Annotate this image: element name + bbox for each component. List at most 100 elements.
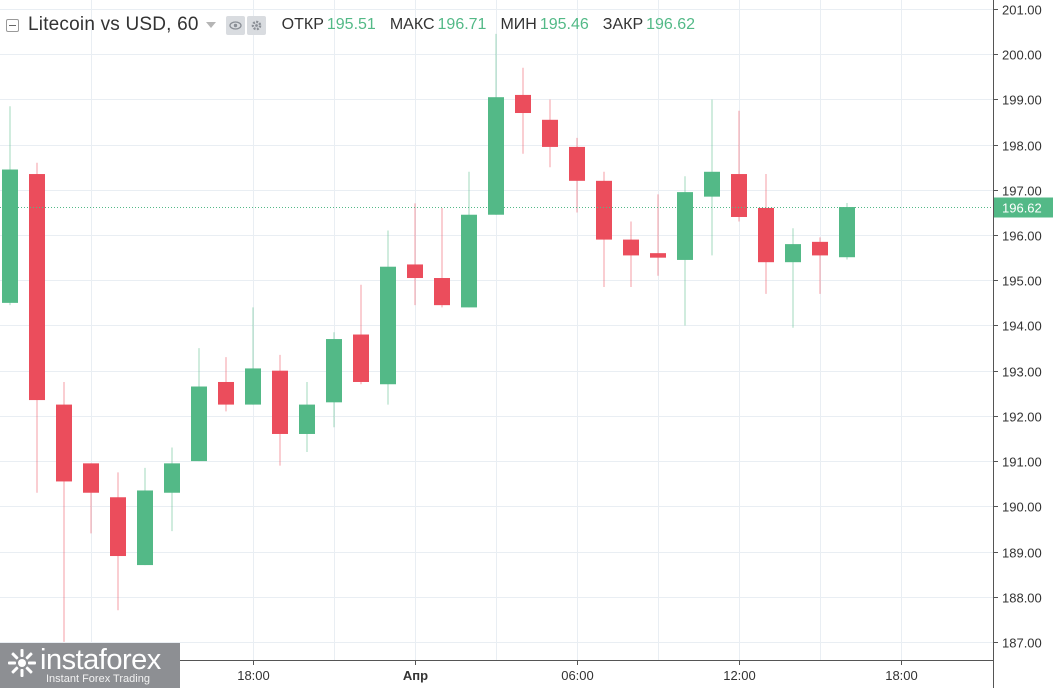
candle-body — [110, 497, 126, 557]
candle-up[interactable] — [137, 467, 153, 566]
candle-body — [650, 253, 666, 258]
candle-up[interactable] — [461, 171, 477, 308]
candle-up[interactable] — [299, 381, 315, 453]
x-tick-label: 06:00 — [561, 668, 594, 683]
candle-down[interactable] — [569, 137, 585, 213]
candle-body — [137, 490, 153, 566]
candle-up[interactable] — [164, 447, 180, 532]
low-value: 195.46 — [539, 16, 589, 33]
candle-up[interactable] — [677, 176, 693, 326]
candle-body — [434, 278, 450, 306]
candle-body — [326, 339, 342, 403]
candle-body — [461, 214, 477, 308]
candle-body — [488, 97, 504, 215]
candle-down[interactable] — [596, 171, 612, 288]
candle-body — [569, 146, 585, 181]
candle-body — [515, 94, 531, 114]
eye-icon[interactable] — [225, 15, 245, 35]
y-tick-label: 190.00 — [1002, 500, 1042, 515]
candle-down[interactable] — [83, 463, 99, 534]
candle-down[interactable] — [218, 357, 234, 412]
open-value: 195.51 — [326, 16, 376, 33]
gear-icon[interactable] — [246, 15, 266, 35]
candle-body — [704, 171, 720, 197]
candle-down[interactable] — [623, 221, 639, 288]
y-tick-label: 199.00 — [1002, 93, 1042, 108]
candle-body — [677, 192, 693, 260]
candle-body — [839, 207, 855, 258]
y-tick-label: 194.00 — [1002, 319, 1042, 334]
x-tick-label: Апр — [403, 668, 428, 683]
candle-body — [299, 404, 315, 434]
y-tick-label: 189.00 — [1002, 546, 1042, 561]
candle-body — [2, 169, 18, 303]
close-value: 196.62 — [646, 16, 696, 33]
candle-body — [623, 239, 639, 256]
candle-up[interactable] — [704, 99, 720, 256]
candle-body — [380, 266, 396, 385]
y-tick-label: 201.00 — [1002, 3, 1042, 18]
y-tick-label: 198.00 — [1002, 139, 1042, 154]
candle-up[interactable] — [245, 307, 261, 405]
y-tick-label: 195.00 — [1002, 274, 1042, 289]
watermark: instaforex Instant Forex Trading — [0, 643, 180, 688]
candle-down[interactable] — [110, 472, 126, 611]
y-tick-label: 196.00 — [1002, 229, 1042, 244]
candle-down[interactable] — [272, 354, 288, 466]
y-tick-label: 197.00 — [1002, 184, 1042, 199]
candle-body — [407, 264, 423, 279]
candle-body — [731, 174, 747, 217]
y-tick-label: 188.00 — [1002, 591, 1042, 606]
candle-down[interactable] — [56, 381, 72, 642]
candle-body — [758, 207, 774, 263]
candle-down[interactable] — [29, 162, 45, 493]
candle-body — [596, 180, 612, 240]
candle-body — [56, 404, 72, 482]
candle-body — [29, 174, 45, 401]
candle-body — [218, 381, 234, 405]
brand-logo-icon — [8, 649, 36, 677]
low-label: МИН — [500, 16, 537, 33]
y-tick-label: 191.00 — [1002, 455, 1042, 470]
candle-body — [812, 241, 828, 256]
watermark-brand: instaforex — [40, 644, 161, 676]
candle-body — [83, 463, 99, 493]
candle-up[interactable] — [380, 230, 396, 405]
candle-down[interactable] — [515, 67, 531, 154]
candle-up[interactable] — [839, 202, 855, 260]
candle-down[interactable] — [758, 174, 774, 294]
close-label: ЗАКР — [602, 16, 644, 33]
open-label: ОТКР — [281, 16, 324, 33]
candle-up[interactable] — [191, 348, 207, 462]
candle-up[interactable] — [785, 228, 801, 328]
candle-body — [164, 463, 180, 493]
watermark-tagline: Instant Forex Trading — [46, 673, 150, 685]
symbol-title[interactable]: Litecoin vs USD, 60 — [28, 14, 199, 35]
candle-down[interactable] — [434, 207, 450, 308]
candle-down[interactable] — [353, 284, 369, 385]
chevron-down-icon[interactable] — [205, 22, 216, 28]
y-tick-label: 187.00 — [1002, 636, 1042, 651]
y-tick-label: 200.00 — [1002, 48, 1042, 63]
candle-up[interactable] — [326, 332, 342, 428]
collapse-legend-icon[interactable] — [6, 18, 19, 32]
candle-body — [353, 334, 369, 382]
candle-down[interactable] — [542, 99, 558, 168]
y-tick-label: 193.00 — [1002, 365, 1042, 380]
last-price-badge — [994, 197, 1053, 218]
candle-down[interactable] — [812, 237, 828, 294]
candle-down[interactable] — [731, 110, 747, 222]
series-legend: Litecoin vs USD, 60 ОТКР 195.51 МАКС 196… — [6, 12, 695, 38]
candles — [2, 33, 855, 642]
candle-up[interactable] — [488, 33, 504, 215]
candle-down[interactable] — [407, 203, 423, 306]
candle-body — [542, 119, 558, 147]
y-tick-label: 192.00 — [1002, 410, 1042, 425]
x-tick-label: 18:00 — [885, 668, 918, 683]
candle-up[interactable] — [2, 106, 18, 306]
high-label: МАКС — [389, 16, 435, 33]
x-tick-label: 18:00 — [237, 668, 270, 683]
